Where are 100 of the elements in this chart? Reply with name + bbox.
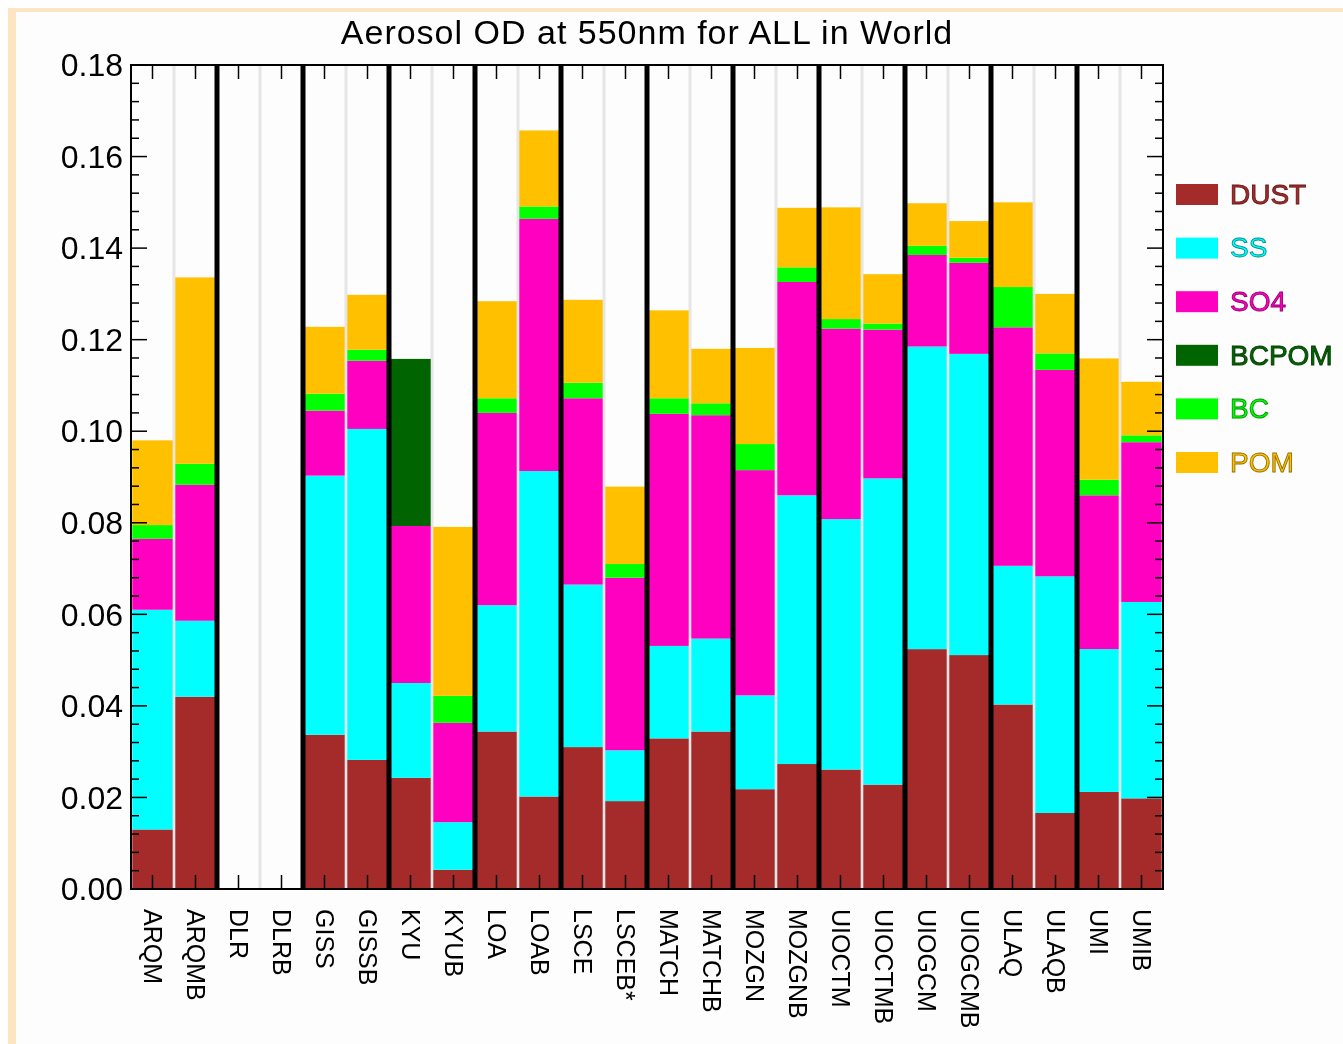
bar [820,319,861,329]
bar [992,202,1033,288]
bar [734,444,775,471]
bar [347,294,388,350]
x-tick-label: LSCEB* [611,909,640,1001]
legend-label: DUST [1230,178,1307,210]
x-tick-label: ARQM [138,909,167,984]
x-tick-label: UIOCTMB [869,909,898,1025]
bar [863,323,904,330]
bar [949,655,990,889]
bar [691,638,732,732]
x-tick-label: MATCH [654,909,683,997]
bar [648,310,689,399]
bar [476,412,517,606]
bar [304,393,345,411]
bar [777,495,818,765]
bar [992,327,1033,566]
bar [605,801,646,889]
bar [347,360,388,429]
bar [390,683,431,778]
bar [605,563,646,578]
bar [1035,369,1076,577]
bar [304,734,345,889]
bar [1078,649,1119,792]
x-tick-label: UIOCTM [826,909,855,1008]
y-tick-label: 0.08 [60,504,123,541]
x-tick-label: LOA [482,909,511,960]
bar [777,207,818,268]
x-tick-label: UMI [1084,909,1113,955]
bar [734,789,775,889]
bar [304,326,345,394]
x-tick-label: KYUB [439,909,468,978]
bar [519,796,560,889]
bar [132,609,173,830]
bar [1035,813,1076,889]
bar [949,221,990,258]
bar [304,475,345,735]
bar [132,440,173,526]
x-tick-label: MOZGNB [783,909,812,1019]
bar [390,777,431,889]
bar [691,731,732,889]
legend-label: SO4 [1230,286,1287,317]
bar [433,822,474,870]
x-tick-label: DLRB [267,909,296,976]
bar [132,538,173,610]
bar [906,203,947,246]
bar [1078,358,1119,480]
bar [519,206,560,219]
x-tick-label: DLR [224,909,253,960]
bar [175,620,216,697]
bar [519,130,560,207]
x-tick-label: ULAQB [1041,909,1070,994]
legend-label: BCPOM [1230,339,1333,371]
bar [863,784,904,889]
bar [390,525,431,683]
y-tick-label: 0.04 [60,688,123,725]
bar [648,413,689,646]
bar [1121,601,1162,799]
legend-label: BC [1230,393,1269,425]
y-tick-label: 0.14 [60,230,123,267]
bar [347,349,388,361]
chart-title: Aerosol OD at 550nm for ALL in World [340,13,954,51]
x-tick-label: LSCE [568,909,597,975]
bar [820,769,861,889]
bar [949,257,990,263]
bar [820,328,861,520]
bar [648,738,689,889]
bar [820,207,861,320]
bar [648,645,689,739]
bar [992,287,1033,328]
y-tick-label: 0.00 [60,871,123,908]
bar [476,398,517,413]
y-tick-label: 0.10 [60,413,123,450]
bar [1121,381,1162,436]
x-tick-label: ULAQ [998,909,1027,978]
x-tick-label: KYU [396,909,425,961]
bar [1035,353,1076,370]
bar [433,526,474,696]
bar [605,486,646,564]
bar [1121,435,1162,443]
bar [734,347,775,445]
bar [906,245,947,255]
bar [1121,798,1162,889]
x-tick-label: UIOGCM [912,909,941,1012]
bar [734,470,775,696]
bar [605,750,646,802]
bar [691,348,732,404]
x-tick-label: MATCHB [697,909,726,1013]
bar [519,218,560,472]
bar [820,519,861,770]
y-tick-label: 0.06 [60,596,123,633]
bar [562,747,603,889]
bar [863,329,904,479]
y-tick-label: 0.16 [60,138,123,175]
bar [1078,479,1119,496]
y-tick-label: 0.02 [60,779,123,816]
x-tick-label: LOAB [525,909,554,976]
bar [1121,442,1162,602]
bar [132,525,173,539]
bar [390,358,431,526]
